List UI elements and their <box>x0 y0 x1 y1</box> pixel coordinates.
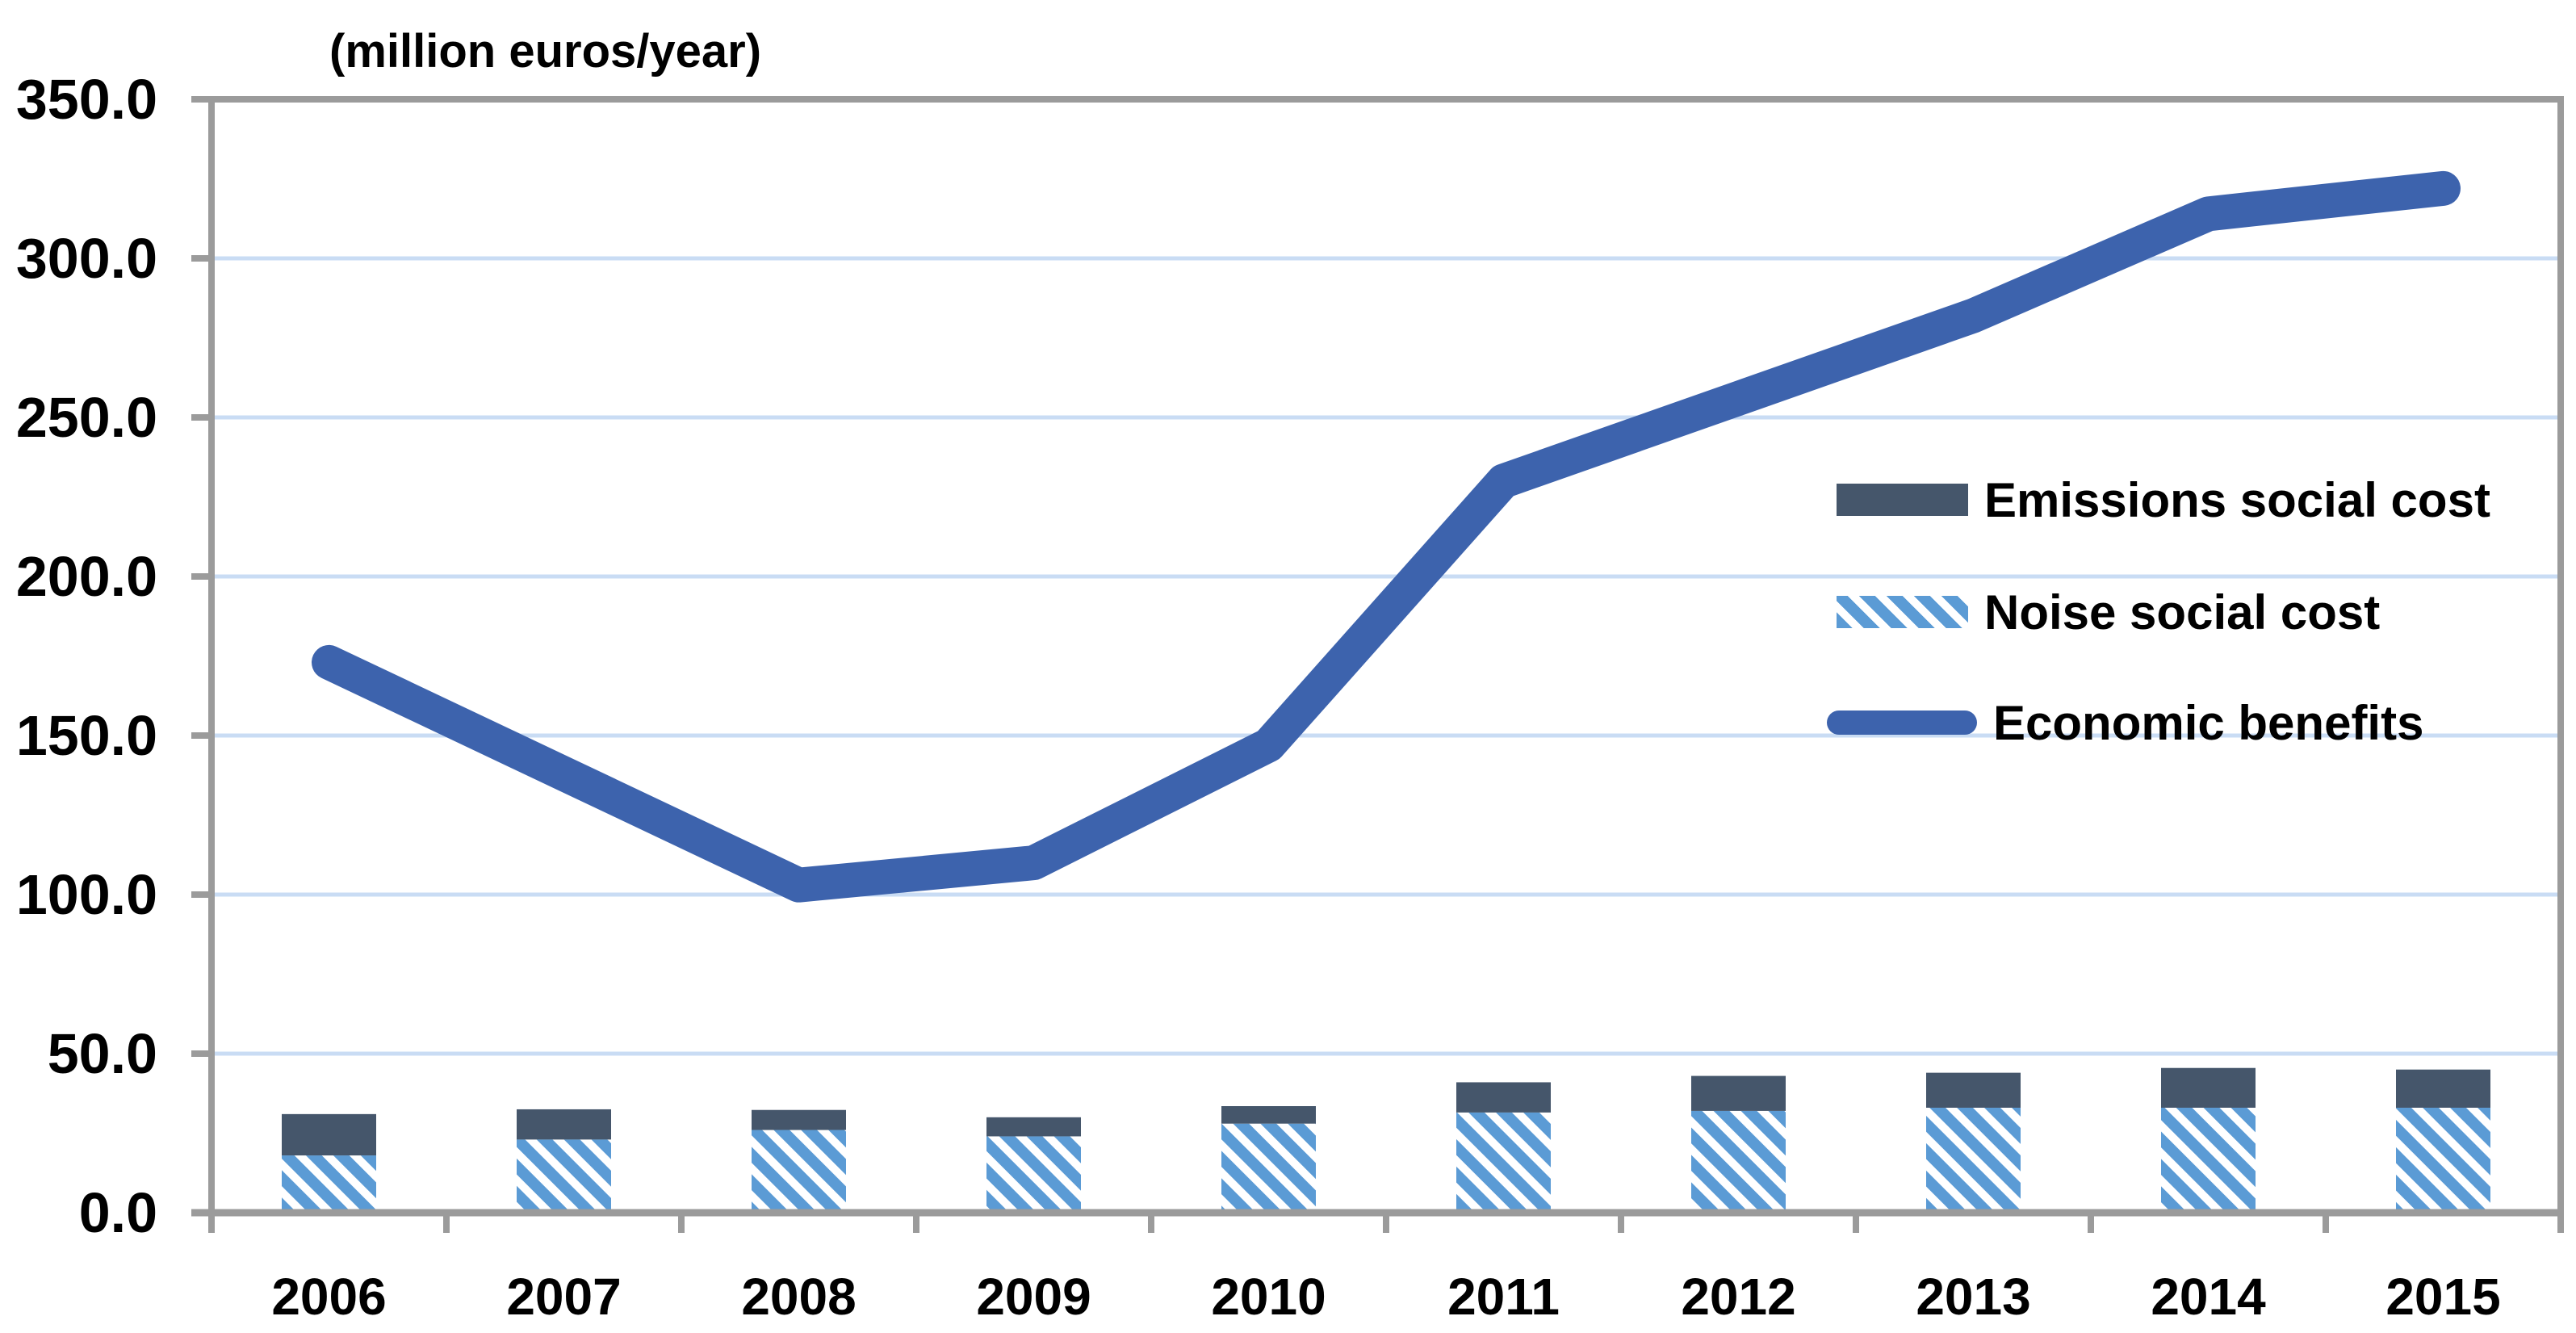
y-axis-label: 350.0 <box>16 68 157 131</box>
emissions-bar-segment <box>1221 1106 1316 1124</box>
axes-group <box>191 96 2564 1233</box>
emissions-bar-segment <box>517 1109 611 1140</box>
noise-bar-segment <box>282 1155 376 1213</box>
y-axis-label: 300.0 <box>16 227 157 290</box>
gridlines-group <box>212 256 2561 1056</box>
legend-label-benefits: Economic benefits <box>1993 695 2424 750</box>
bars-group <box>282 1067 2490 1213</box>
y-axis-label: 50.0 <box>48 1022 157 1085</box>
benefits-line-swatch-icon <box>1827 711 1977 735</box>
emissions-bar-segment <box>986 1117 1081 1137</box>
noise-bar-segment <box>2396 1107 2490 1213</box>
noise-bar-segment <box>2161 1107 2256 1213</box>
emissions-bar-segment <box>752 1109 846 1130</box>
emissions-bar-segment <box>1456 1082 1551 1113</box>
economic-benefits-line <box>312 170 2461 903</box>
legend-label-emissions: Emissions social cost <box>1984 472 2490 527</box>
legend-item-emissions: Emissions social cost <box>1837 472 2490 528</box>
x-axis-label: 2012 <box>1681 1268 1795 1326</box>
emissions-bar-segment <box>1691 1075 1786 1111</box>
noise-bar-segment <box>986 1136 1081 1213</box>
legend-label-noise: Noise social cost <box>1984 585 2381 639</box>
x-axis-label: 2007 <box>506 1268 621 1326</box>
x-axis-label: 2013 <box>1916 1268 2030 1326</box>
x-axis-label: 2008 <box>741 1268 856 1326</box>
x-axis-label: 2011 <box>1447 1268 1560 1326</box>
labels-group: 350.0 300.0 250.0 200.0 150.0 100.0 50.0 0.0 200… <box>16 68 2501 1326</box>
emissions-bar-segment <box>2396 1069 2490 1108</box>
y-axis-label: 0.0 <box>79 1181 157 1244</box>
legend-item-noise: Noise social cost <box>1837 584 2380 640</box>
y-axis-label: 150.0 <box>16 704 157 767</box>
noise-bar-segment <box>1221 1123 1316 1213</box>
chart-title: (million euros/year) <box>329 25 762 78</box>
noise-bar-segment <box>752 1130 846 1213</box>
noise-bar-segment <box>1456 1112 1551 1213</box>
legend-item-benefits: Economic benefits <box>1827 694 2424 751</box>
y-axis-label: 250.0 <box>16 386 157 449</box>
x-axis-label: 2006 <box>271 1268 386 1326</box>
y-axis-label: 200.0 <box>16 545 157 608</box>
emissions-bar-segment <box>282 1113 376 1156</box>
x-axis-label: 2009 <box>976 1268 1091 1326</box>
noise-swatch-icon <box>1837 596 1968 628</box>
y-axis-label: 100.0 <box>16 863 157 926</box>
noise-bar-segment <box>517 1139 611 1213</box>
x-axis-label: 2014 <box>2151 1268 2266 1326</box>
emissions-bar-segment <box>2161 1067 2256 1108</box>
line-group <box>312 170 2461 903</box>
emissions-swatch-icon <box>1837 484 1968 516</box>
x-axis-label: 2015 <box>2385 1268 2500 1326</box>
x-axis-label: 2010 <box>1211 1268 1326 1326</box>
emissions-bar-segment <box>1926 1072 2021 1108</box>
noise-bar-segment <box>1926 1107 2021 1213</box>
noise-bar-segment <box>1691 1110 1786 1213</box>
